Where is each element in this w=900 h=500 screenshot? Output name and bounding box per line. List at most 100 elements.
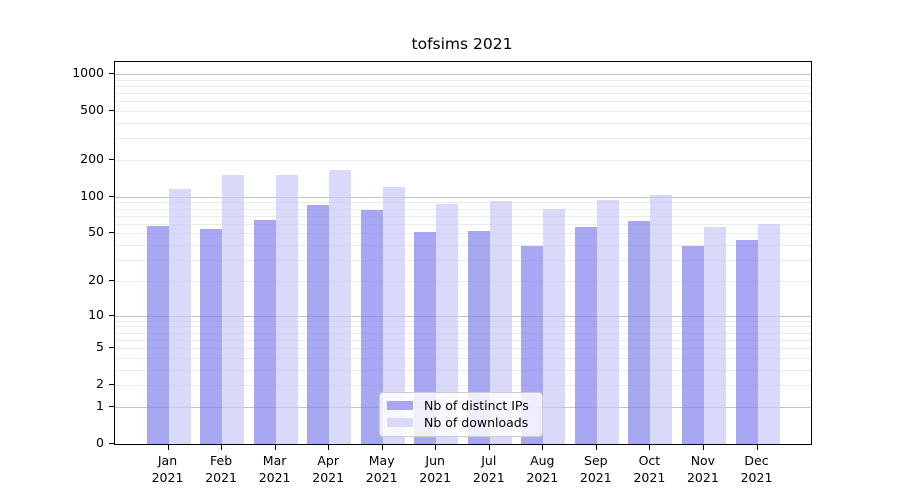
x-tick-year: 2021 [472, 470, 505, 485]
bar-distinct-ips-jul [467, 231, 490, 444]
x-tick-month: Feb [210, 453, 233, 468]
x-tick-year: 2021 [151, 470, 184, 485]
x-tick-year: 2021 [312, 470, 345, 485]
x-tick-year: 2021 [258, 470, 291, 485]
x-tick-mark [167, 445, 169, 450]
minor-gridline [115, 260, 811, 262]
bar-distinct-ips-apr [307, 205, 330, 444]
y-tick-mark [109, 279, 114, 281]
bar-downloads-mar [275, 174, 298, 444]
y-tick-label: 10 [88, 306, 104, 322]
minor-gridline [115, 79, 811, 81]
legend-entry-distinct-ips: Nb of distinct IPs [380, 397, 542, 414]
y-tick-label: 2 [96, 376, 104, 392]
x-tick-mark [274, 445, 276, 450]
minor-gridline [115, 233, 811, 235]
minor-gridline [115, 332, 811, 334]
minor-gridline [115, 101, 811, 103]
bar-distinct-ips-sep [574, 226, 597, 444]
legend: Nb of distinct IPs Nb of downloads [379, 392, 543, 437]
y-tick-label: 1 [96, 397, 104, 413]
x-tick-mark [381, 445, 383, 450]
y-tick-label: 0 [96, 435, 104, 450]
minor-gridline [115, 385, 811, 387]
bar-distinct-ips-jan [146, 225, 169, 444]
x-tick-year: 2021 [633, 470, 666, 485]
x-tick-month: Mar [262, 453, 287, 468]
bar-downloads-jan [168, 188, 191, 444]
bar-downloads-may [382, 187, 405, 444]
y-tick-mark [109, 384, 114, 386]
minor-gridline [115, 320, 811, 322]
x-tick-label: May 2021 [346, 452, 418, 486]
x-tick-year: 2021 [419, 470, 452, 485]
bar-downloads-feb [222, 175, 245, 444]
legend-swatch-downloads-icon [387, 418, 413, 427]
y-tick-mark [109, 73, 114, 74]
x-tick-mark [756, 445, 758, 450]
x-tick-mark [595, 445, 597, 450]
bar-distinct-ips-oct [628, 221, 651, 444]
x-tick-label: Jul 2021 [453, 452, 525, 486]
x-tick-mark [488, 445, 490, 450]
minor-gridline [115, 245, 811, 247]
x-tick-mark [702, 445, 704, 450]
minor-gridline [115, 348, 811, 349]
x-tick-year: 2021 [205, 470, 237, 485]
x-tick-label: Jan 2021 [132, 452, 204, 486]
x-tick-month: Nov [690, 453, 716, 468]
bar-downloads-dec [757, 223, 780, 444]
x-tick-label: Aug 2021 [506, 452, 578, 486]
y-tick-mark [109, 314, 114, 316]
y-tick-label: 500 [80, 102, 104, 117]
x-tick-year: 2021 [365, 470, 398, 485]
y-tick-mark [109, 347, 114, 348]
y-tick-mark [109, 195, 114, 197]
minor-gridline [115, 85, 811, 87]
x-tick-label: Oct 2021 [613, 452, 685, 486]
y-tick-label: 1000 [72, 65, 104, 80]
y-tick-label: 50 [88, 224, 104, 240]
minor-gridline [115, 280, 811, 282]
bar-downloads-aug [543, 209, 566, 444]
minor-gridline [115, 159, 811, 161]
x-tick-label: Nov 2021 [667, 452, 739, 486]
x-tick-month: Jun [425, 453, 445, 468]
minor-gridline [115, 215, 811, 217]
minor-gridline [115, 138, 811, 140]
x-tick-label: Feb 2021 [185, 452, 257, 486]
x-tick-year: 2021 [526, 470, 559, 485]
bar-downloads-nov [703, 227, 726, 444]
x-tick-month: Jul [481, 453, 497, 468]
x-tick-month: Dec [744, 453, 769, 468]
x-tick-mark [435, 445, 437, 450]
y-tick-label: 200 [80, 150, 104, 166]
bar-distinct-ips-may [360, 210, 383, 444]
y-tick-label: 100 [80, 187, 104, 203]
x-tick-label: Dec 2021 [721, 452, 793, 486]
y-tick-mark [109, 110, 114, 111]
x-tick-year: 2021 [686, 470, 719, 485]
y-tick-mark [109, 443, 114, 444]
bar-distinct-ips-nov [681, 246, 704, 444]
plot-area: Nb of distinct IPs Nb of downloads [114, 61, 812, 445]
x-tick-year: 2021 [740, 470, 773, 485]
x-tick-label: Mar 2021 [239, 452, 311, 486]
y-tick-label: 5 [96, 339, 104, 354]
x-tick-label: Jun 2021 [399, 452, 471, 486]
y-tick-mark [109, 405, 114, 407]
major-gridline [115, 315, 811, 317]
bar-distinct-ips-jun [414, 232, 437, 444]
x-tick-mark [649, 445, 651, 450]
major-gridline [115, 74, 811, 75]
minor-gridline [115, 339, 811, 341]
x-tick-month: Sep [584, 453, 608, 468]
legend-entry-downloads: Nb of downloads [380, 414, 542, 431]
x-tick-month: Jan [157, 453, 178, 468]
x-tick-month: May [368, 453, 395, 468]
minor-gridline [115, 123, 811, 124]
x-tick-month: Oct [638, 453, 661, 468]
bar-distinct-ips-dec [735, 240, 758, 444]
x-tick-label: Apr 2021 [292, 452, 364, 486]
